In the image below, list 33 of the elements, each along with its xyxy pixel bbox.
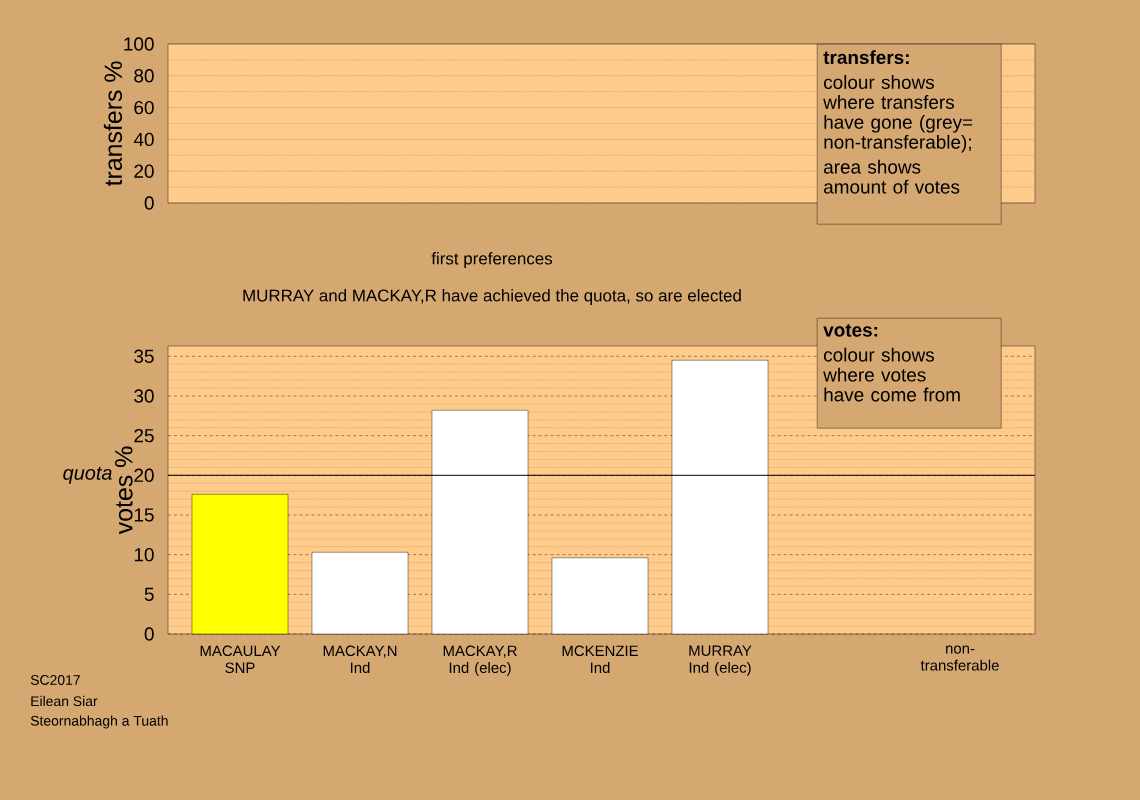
y-tick-label: 15 — [134, 508, 154, 522]
x-tick-label: MACKAY,N Ind — [323, 645, 397, 674]
y-axis-title: votes % — [115, 446, 133, 535]
x-tick-label: MACAULAY SNP — [200, 645, 281, 674]
chart-subtitle: MURRAY and MACKAY,R have achieved the quota, so are elected — [243, 289, 741, 305]
text: Steornabhagh a Tuath — [30, 715, 168, 729]
y-tick-label: 5 — [144, 587, 154, 601]
annotation: transfers: — [823, 50, 909, 65]
y-tick-label: 80 — [134, 69, 154, 83]
y-tick-label: 20 — [134, 468, 154, 483]
annotation: colour shows where transfers have gone (grey= non-transferable); — [823, 75, 973, 153]
x-tick-label: MACKAY,R Ind (elec) — [443, 645, 517, 676]
y-tick-label: 35 — [134, 349, 154, 363]
text: SC2017 — [30, 675, 80, 685]
annotation: colour shows where votes have come from — [823, 347, 960, 402]
y-tick-label: 40 — [133, 132, 154, 147]
y-tick-label: 100 — [124, 37, 154, 51]
chart-title: first preferences — [431, 252, 553, 268]
text: Eilean Siar — [31, 695, 98, 707]
text: votes: — [823, 324, 878, 337]
x-tick-label: non-transferable — [920, 645, 999, 671]
y-tick-label: 10 — [134, 547, 154, 562]
y-tick-label: 0 — [144, 196, 154, 210]
y-tick-label: 60 — [134, 100, 154, 115]
y-tick-label: 25 — [134, 428, 154, 443]
y-tick-label: 20 — [134, 164, 154, 178]
annotation: area shows amount of votes — [824, 159, 960, 194]
y-tick-label: 30 — [134, 389, 154, 403]
y-tick-label: 0 — [144, 627, 154, 641]
x-tick-label: MCKENZIE Ind — [562, 645, 638, 674]
x-tick-label: MURRAY Ind (elec) — [689, 645, 752, 676]
ref-line-label: quota — [63, 466, 112, 484]
y-axis-title: transfers % — [103, 61, 123, 187]
